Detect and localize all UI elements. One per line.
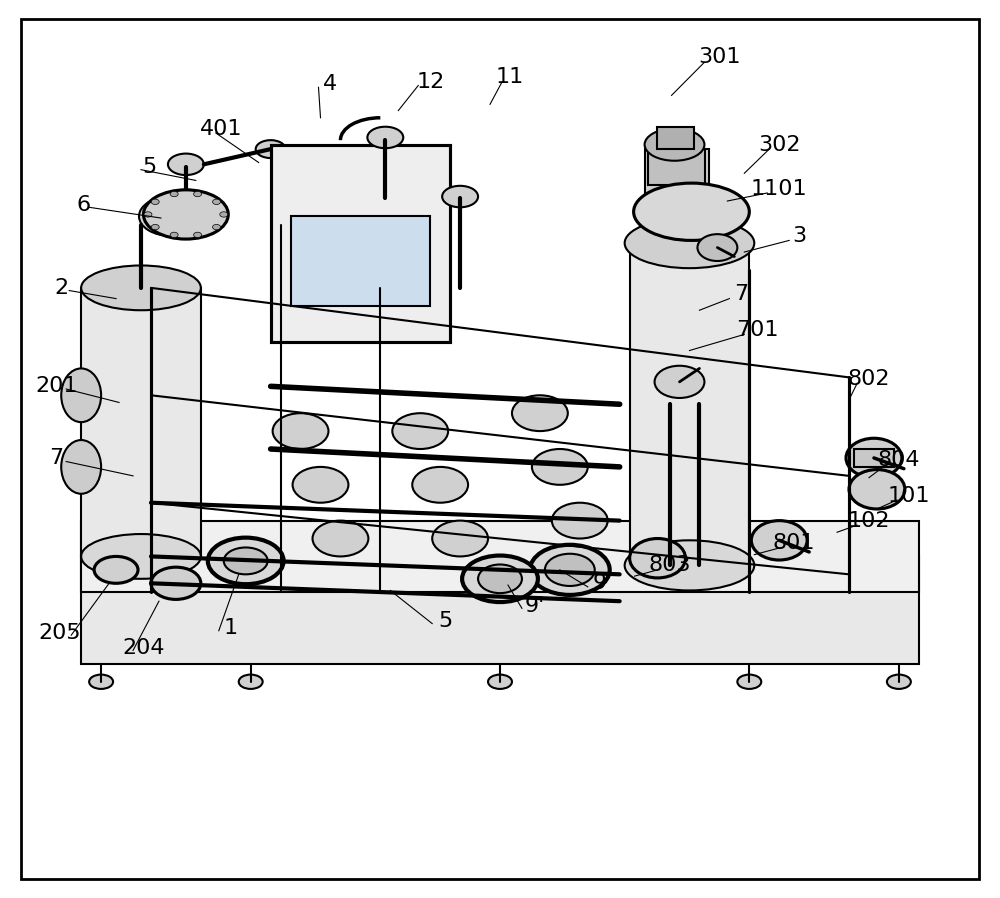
Ellipse shape <box>887 674 911 689</box>
Text: 7: 7 <box>49 448 63 468</box>
Ellipse shape <box>367 127 403 148</box>
Bar <box>271 145 450 341</box>
Text: 5: 5 <box>142 157 156 177</box>
Bar <box>657 127 694 149</box>
Text: 11: 11 <box>496 67 524 87</box>
Bar <box>630 243 749 566</box>
Ellipse shape <box>213 199 221 205</box>
Ellipse shape <box>432 521 488 557</box>
Ellipse shape <box>194 233 202 238</box>
Text: 301: 301 <box>698 47 741 66</box>
Ellipse shape <box>170 191 178 197</box>
Ellipse shape <box>478 565 522 594</box>
Ellipse shape <box>151 568 201 599</box>
Text: 302: 302 <box>758 135 800 154</box>
Ellipse shape <box>545 554 595 586</box>
Bar <box>648 149 705 185</box>
Ellipse shape <box>625 218 754 269</box>
Text: 801: 801 <box>773 533 815 553</box>
Text: 5: 5 <box>438 611 452 631</box>
Ellipse shape <box>194 191 202 197</box>
Text: 204: 204 <box>123 638 165 657</box>
Ellipse shape <box>512 395 568 431</box>
Ellipse shape <box>256 140 286 158</box>
Bar <box>854 449 894 467</box>
Ellipse shape <box>462 556 538 602</box>
Text: 401: 401 <box>200 119 242 138</box>
Ellipse shape <box>849 470 905 509</box>
Ellipse shape <box>532 449 588 485</box>
Text: 2: 2 <box>54 277 68 298</box>
Bar <box>81 557 919 664</box>
Ellipse shape <box>81 534 201 579</box>
Ellipse shape <box>530 545 610 594</box>
Ellipse shape <box>81 266 201 310</box>
Ellipse shape <box>220 212 228 217</box>
Text: 12: 12 <box>416 72 444 92</box>
Ellipse shape <box>645 128 704 161</box>
Ellipse shape <box>625 541 754 591</box>
Ellipse shape <box>170 233 178 238</box>
Text: 4: 4 <box>323 74 338 93</box>
Ellipse shape <box>213 224 221 230</box>
Text: 7: 7 <box>734 284 748 304</box>
Bar <box>291 216 430 305</box>
Bar <box>645 149 709 203</box>
Ellipse shape <box>751 521 807 560</box>
Ellipse shape <box>144 212 152 217</box>
Text: 804: 804 <box>878 450 920 470</box>
Text: 205: 205 <box>38 622 81 643</box>
Bar <box>81 288 201 557</box>
Ellipse shape <box>293 467 348 503</box>
Text: 1101: 1101 <box>751 180 808 199</box>
Ellipse shape <box>139 197 203 236</box>
Text: 802: 802 <box>848 369 890 389</box>
Ellipse shape <box>224 548 268 575</box>
Text: 6: 6 <box>76 195 90 215</box>
Text: 102: 102 <box>848 511 890 531</box>
Bar <box>81 521 919 593</box>
Ellipse shape <box>143 189 228 239</box>
Ellipse shape <box>392 413 448 449</box>
Ellipse shape <box>488 674 512 689</box>
Text: 803: 803 <box>648 555 691 576</box>
Ellipse shape <box>634 183 749 241</box>
Ellipse shape <box>61 440 101 494</box>
Ellipse shape <box>552 503 608 539</box>
Text: 201: 201 <box>35 376 77 396</box>
Ellipse shape <box>697 234 737 261</box>
Text: 701: 701 <box>736 320 779 340</box>
Ellipse shape <box>208 538 284 585</box>
Text: 9: 9 <box>593 573 607 594</box>
Ellipse shape <box>273 413 328 449</box>
Ellipse shape <box>737 674 761 689</box>
Ellipse shape <box>61 368 101 422</box>
Ellipse shape <box>151 199 159 205</box>
Ellipse shape <box>89 674 113 689</box>
Ellipse shape <box>655 365 704 398</box>
Ellipse shape <box>313 521 368 557</box>
Ellipse shape <box>630 539 685 578</box>
Text: 1: 1 <box>224 618 238 638</box>
Text: 9': 9' <box>525 595 545 616</box>
Ellipse shape <box>239 674 263 689</box>
Ellipse shape <box>151 224 159 230</box>
Ellipse shape <box>442 186 478 207</box>
Ellipse shape <box>168 154 204 175</box>
Ellipse shape <box>846 438 902 478</box>
Ellipse shape <box>94 557 138 584</box>
Text: 3: 3 <box>792 226 806 246</box>
Ellipse shape <box>412 467 468 503</box>
Text: 101: 101 <box>888 486 930 506</box>
